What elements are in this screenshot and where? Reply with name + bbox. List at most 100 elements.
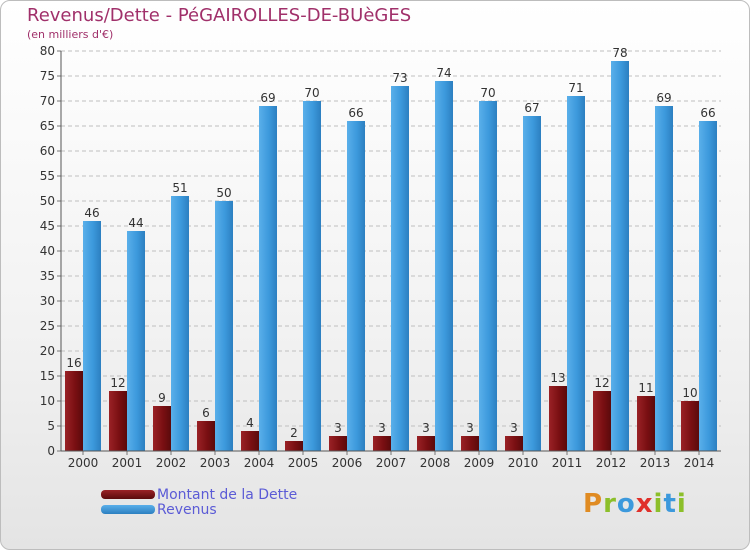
bar-revenue [215, 201, 233, 451]
y-axis-ticks: 0 5 10 15 20 25 30 35 40 45 50 55 60 65 70 75 80 [40, 44, 61, 458]
bar-revenue [391, 86, 409, 451]
legend-swatch-debt [101, 490, 155, 499]
y-tick-label: 25 [40, 319, 55, 333]
bar-debt [153, 406, 171, 451]
bar-debt [197, 421, 215, 451]
y-tick-label: 15 [40, 369, 55, 383]
bar-debt [461, 436, 479, 451]
logo-letter: i [653, 489, 664, 519]
proxiti-logo: Proxiti [583, 489, 687, 519]
x-tick-label: 2008 [420, 456, 451, 470]
data-label-debt: 3 [422, 421, 430, 435]
x-tick-label: 2004 [244, 456, 275, 470]
y-tick-label: 65 [40, 119, 55, 133]
x-tick-label: 2003 [200, 456, 231, 470]
bar-debt [681, 401, 699, 451]
bar-revenue [435, 81, 453, 451]
bar-debt [593, 391, 611, 451]
legend-swatch-revenue [101, 505, 155, 514]
data-label-debt: 13 [550, 371, 565, 385]
data-label-debt: 6 [202, 406, 210, 420]
bar-debt [109, 391, 127, 451]
y-tick-label: 5 [47, 419, 55, 433]
x-tick-label: 2002 [156, 456, 187, 470]
legend-label-revenue: Revenus [157, 502, 217, 518]
data-label-debt: 3 [334, 421, 342, 435]
data-label-debt: 9 [158, 391, 166, 405]
y-tick-label: 55 [40, 169, 55, 183]
data-label-revenue: 73 [392, 71, 407, 85]
logo-letter: t [663, 489, 677, 519]
legend-label-debt: Montant de la Dette [157, 487, 298, 503]
chart-title: Revenus/Dette - PéGAIROLLES-DE-BUèGES [27, 5, 412, 26]
data-label-revenue: 66 [348, 106, 363, 120]
bar-revenue [567, 96, 585, 451]
x-tick-label: 2000 [68, 456, 99, 470]
chart-subtitle: (en milliers d'€) [27, 28, 114, 41]
logo-letter: o [616, 489, 636, 519]
bar-debt [417, 436, 435, 451]
x-tick-label: 2001 [112, 456, 143, 470]
bar-revenue [655, 106, 673, 451]
y-tick-label: 10 [40, 394, 55, 408]
bar-debt [549, 386, 567, 451]
y-tick-label: 30 [40, 294, 55, 308]
bar-revenue [171, 196, 189, 451]
y-tick-label: 35 [40, 269, 55, 283]
logo-letter: i [676, 489, 687, 519]
data-label-revenue: 51 [172, 181, 187, 195]
bar-revenue [523, 116, 541, 451]
data-label-revenue: 67 [524, 101, 539, 115]
x-tick-label: 2013 [640, 456, 671, 470]
y-tick-label: 70 [40, 94, 55, 108]
x-tick-label: 2007 [376, 456, 407, 470]
x-tick-label: 2010 [508, 456, 539, 470]
data-label-revenue: 74 [436, 66, 451, 80]
data-label-revenue: 46 [84, 206, 99, 220]
data-label-debt: 10 [682, 386, 697, 400]
data-label-debt: 16 [66, 356, 81, 370]
data-label-debt: 12 [110, 376, 125, 390]
bar-debt [637, 396, 655, 451]
data-label-revenue: 66 [700, 106, 715, 120]
y-tick-label: 80 [40, 44, 55, 58]
data-labels: 16 46 12 44 9 51 6 50 4 69 2 70 3 66 3 73 3 74 3 70 3 67 13 71 1… [66, 46, 715, 440]
logo-letter: r [603, 489, 617, 519]
y-tick-label: 75 [40, 69, 55, 83]
bar-revenue [699, 121, 717, 451]
bar-debt [241, 431, 259, 451]
data-label-revenue: 70 [304, 86, 319, 100]
y-tick-label: 45 [40, 219, 55, 233]
bar-revenue [347, 121, 365, 451]
bar-debt [329, 436, 347, 451]
y-tick-label: 20 [40, 344, 55, 358]
y-tick-label: 60 [40, 144, 55, 158]
x-tick-label: 2005 [288, 456, 319, 470]
data-label-revenue: 70 [480, 86, 495, 100]
x-tick-label: 2012 [596, 456, 627, 470]
x-tick-label: 2014 [684, 456, 715, 470]
data-label-debt: 11 [638, 381, 653, 395]
x-tick-label: 2011 [552, 456, 583, 470]
data-label-revenue: 71 [568, 81, 583, 95]
x-axis-ticks: 2000 2001 2002 2003 2004 2005 2006 2007 2008 2009… [68, 451, 715, 470]
data-label-revenue: 44 [128, 216, 143, 230]
bar-debt [285, 441, 303, 451]
bar-debt [65, 371, 83, 451]
bar-revenue [83, 221, 101, 451]
bar-revenue [611, 61, 629, 451]
bar-debt [373, 436, 391, 451]
bar-revenue [259, 106, 277, 451]
data-label-debt: 3 [510, 421, 518, 435]
bars [65, 61, 717, 451]
data-label-debt: 4 [246, 416, 254, 430]
bar-debt [505, 436, 523, 451]
bar-revenue [303, 101, 321, 451]
data-label-debt: 3 [378, 421, 386, 435]
data-label-debt: 3 [466, 421, 474, 435]
data-label-debt: 2 [290, 426, 298, 440]
y-tick-label: 0 [47, 444, 55, 458]
x-tick-label: 2009 [464, 456, 495, 470]
